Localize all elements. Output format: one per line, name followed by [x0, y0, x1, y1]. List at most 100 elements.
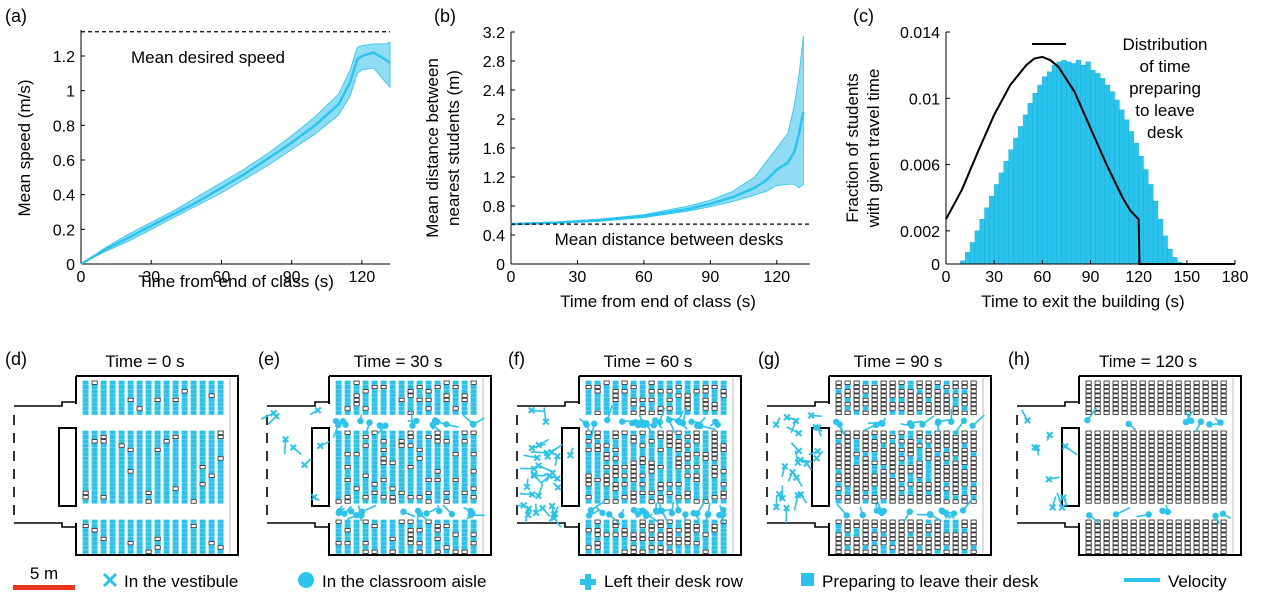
histogram-bar: [1066, 61, 1072, 265]
desk: [389, 430, 396, 435]
aisle-agent: [341, 510, 348, 517]
curve-legend-label: to leave: [1135, 101, 1195, 120]
desk: [1103, 549, 1110, 554]
desk: [371, 406, 378, 411]
desk: [675, 482, 682, 487]
desk: [630, 473, 637, 478]
vestibule-agent: [789, 468, 797, 476]
desk: [82, 473, 89, 478]
desk: [943, 443, 950, 448]
desk: [389, 477, 396, 483]
desk: [443, 397, 450, 402]
desk: [907, 477, 914, 483]
desk: [1121, 523, 1128, 529]
desk: [862, 499, 869, 504]
desk: [398, 406, 405, 411]
desk: [127, 397, 134, 402]
desk: [1166, 519, 1173, 524]
desk: [585, 499, 592, 504]
desk: [862, 406, 869, 411]
desk: [621, 397, 628, 402]
desk: [952, 499, 959, 504]
desk: [612, 447, 619, 452]
desk: [862, 528, 869, 533]
desk: [1085, 469, 1092, 474]
desk: [639, 465, 646, 470]
desk: [100, 397, 107, 402]
desk: [217, 486, 224, 491]
desk: [407, 452, 414, 457]
desk: [371, 456, 378, 461]
desk: [172, 499, 179, 504]
desk: [684, 549, 691, 554]
desk: [91, 452, 98, 457]
desk: [1175, 434, 1182, 440]
desk: [720, 447, 727, 452]
desk: [1085, 486, 1092, 491]
desk: [970, 541, 977, 546]
desk: [389, 536, 396, 541]
vestibule-agent: [814, 424, 822, 432]
desk: [693, 389, 700, 394]
desk: [639, 410, 646, 415]
desk: [907, 545, 914, 550]
desk: [190, 532, 197, 537]
desk: [693, 456, 700, 461]
desk: [898, 545, 905, 550]
desk: [407, 380, 414, 385]
desk: [82, 536, 89, 541]
desk: [711, 499, 718, 504]
desk: [118, 402, 125, 407]
desk: [100, 523, 107, 529]
desk: [1121, 469, 1128, 474]
desk: [720, 528, 727, 533]
desk: [711, 549, 718, 554]
desk: [127, 465, 134, 470]
desk: [898, 384, 905, 390]
desk: [344, 443, 351, 448]
desk: [163, 486, 170, 491]
desk: [1157, 430, 1164, 435]
desk: [1130, 549, 1137, 554]
desk: [1202, 541, 1209, 546]
vestibule-agent: [553, 475, 561, 483]
desk: [1085, 460, 1092, 465]
desk: [109, 430, 116, 435]
aisle-agent: [409, 422, 416, 429]
desk: [1220, 452, 1227, 457]
desk: [1157, 384, 1164, 390]
desk: [452, 460, 459, 465]
desk: [362, 532, 369, 537]
desk: [835, 393, 842, 398]
desk: [961, 549, 968, 554]
desk: [889, 465, 896, 470]
desk: [952, 541, 959, 546]
desk: [862, 456, 869, 461]
desk: [1094, 482, 1101, 487]
desk: [880, 380, 887, 385]
desk: [199, 465, 206, 470]
desk: [353, 384, 360, 390]
desk: [621, 439, 628, 444]
desk: [1211, 523, 1218, 529]
desk: [344, 447, 351, 452]
desk: [844, 465, 851, 470]
desk: [398, 532, 405, 537]
desk: [1103, 528, 1110, 533]
desk: [217, 545, 224, 550]
vestibule-agent: [553, 452, 562, 460]
desk: [1202, 393, 1209, 398]
desk: [434, 541, 441, 546]
desk: [889, 532, 896, 537]
desk: [407, 393, 414, 398]
desk: [1130, 541, 1137, 546]
desk: [380, 532, 387, 537]
desk: [443, 410, 450, 415]
desk: [1103, 406, 1110, 411]
desk: [1130, 473, 1137, 478]
x-tick-label: 30: [569, 269, 587, 286]
desk: [711, 486, 718, 491]
desk: [208, 393, 215, 398]
desk: [1121, 389, 1128, 394]
